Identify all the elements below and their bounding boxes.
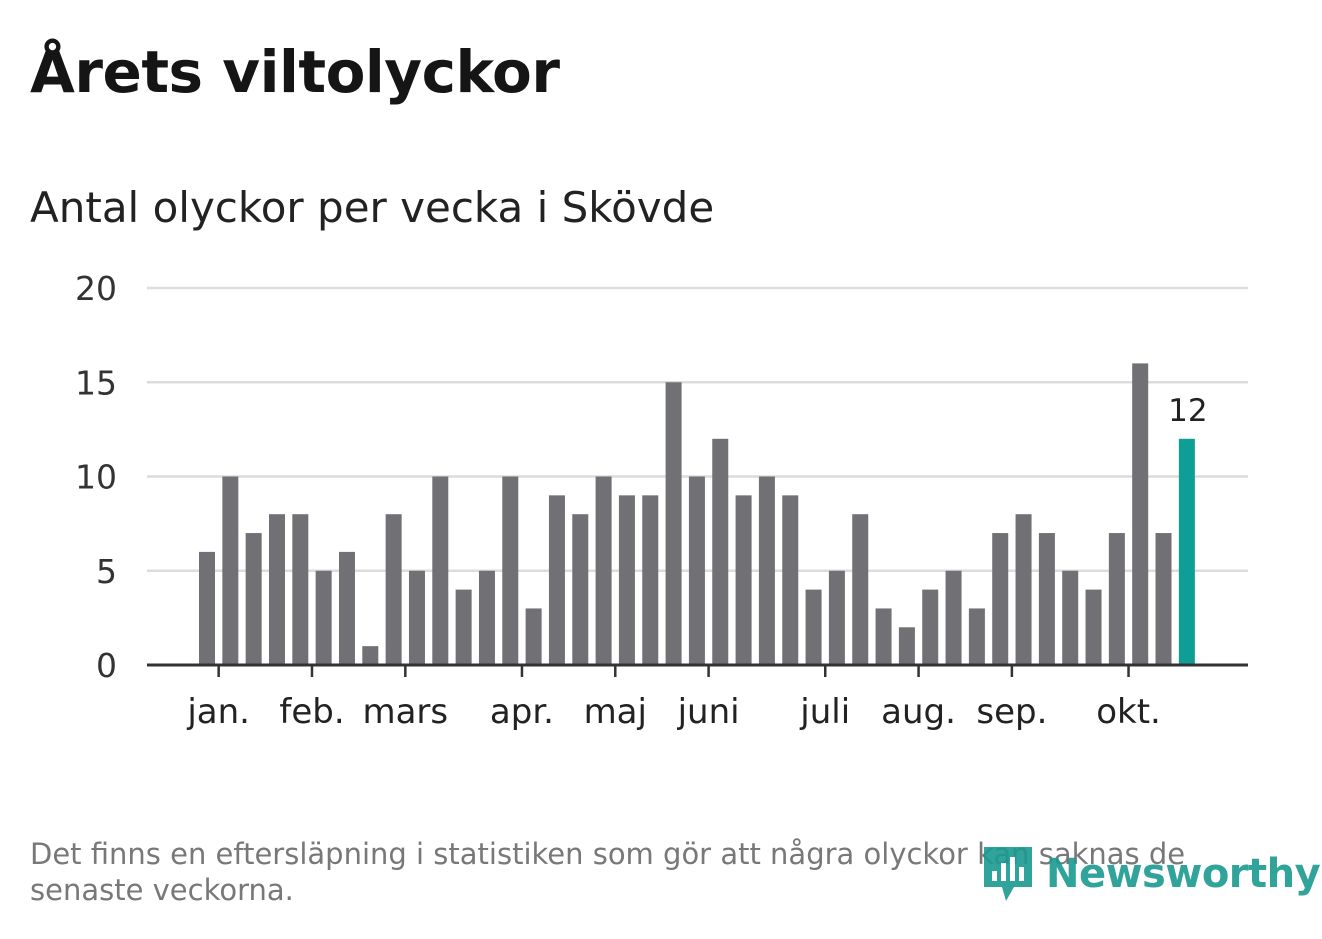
newsworthy-logo: Newsworthy	[980, 843, 1321, 905]
bar	[502, 476, 519, 665]
bar	[1015, 514, 1032, 665]
x-tick-label: mars	[362, 692, 448, 732]
bar	[525, 608, 542, 665]
bar	[898, 627, 915, 665]
x-tick-label: jan.	[186, 692, 250, 732]
x-tick-label: sep.	[976, 692, 1047, 732]
bar	[828, 570, 845, 665]
bar	[572, 514, 589, 665]
bar	[1132, 363, 1149, 665]
y-tick-label: 5	[96, 552, 117, 591]
highlighted-bar	[1178, 438, 1195, 665]
x-tick-label: feb.	[279, 692, 344, 732]
x-tick-label: maj	[584, 692, 647, 732]
bar	[268, 514, 285, 665]
bar	[805, 589, 822, 665]
x-tick-label: juli	[799, 692, 850, 732]
bar	[432, 476, 449, 665]
bar-chart: 0 5 10 15 20 12 jan. feb. mars apr. maj juni juli aug…	[75, 269, 1248, 732]
bar	[1108, 533, 1125, 665]
bar	[292, 514, 309, 665]
bar	[852, 514, 869, 665]
bar	[338, 551, 355, 665]
bar	[968, 608, 985, 665]
x-tick-label: apr.	[490, 692, 554, 732]
y-tick-label: 20	[75, 269, 117, 308]
bar	[222, 476, 239, 665]
bar	[1085, 589, 1102, 665]
bar	[782, 495, 799, 665]
bar	[1062, 570, 1079, 665]
bar	[455, 589, 472, 665]
bar	[875, 608, 892, 665]
x-tick-label: okt.	[1096, 692, 1161, 732]
bar	[665, 382, 682, 665]
bar	[385, 514, 402, 665]
bar	[712, 438, 729, 665]
bar	[642, 495, 659, 665]
bar	[735, 495, 752, 665]
bar	[595, 476, 612, 665]
bar	[945, 570, 962, 665]
y-tick-label: 15	[75, 363, 117, 402]
bar	[1038, 533, 1055, 665]
bar	[362, 646, 379, 665]
bar	[199, 551, 215, 665]
chart-bubble-icon	[984, 847, 1032, 901]
bar	[478, 570, 495, 665]
bar	[758, 476, 775, 665]
bar	[408, 570, 425, 665]
logo-text: Newsworthy	[1046, 851, 1321, 897]
chart-title: Årets viltolyckor	[30, 38, 560, 106]
bar	[922, 589, 939, 665]
bar-value-label: 12	[1168, 393, 1207, 429]
x-tick-label: juni	[677, 692, 740, 732]
x-tick-label: aug.	[881, 692, 956, 732]
bar	[1155, 533, 1172, 665]
bar	[618, 495, 635, 665]
bar	[992, 533, 1009, 665]
y-tick-label: 0	[96, 646, 117, 685]
bar	[548, 495, 565, 665]
chart-subtitle: Antal olyckor per vecka i Skövde	[30, 183, 715, 232]
bar	[688, 476, 705, 665]
bar	[315, 570, 332, 665]
y-tick-label: 10	[75, 458, 117, 497]
bar	[245, 533, 262, 665]
